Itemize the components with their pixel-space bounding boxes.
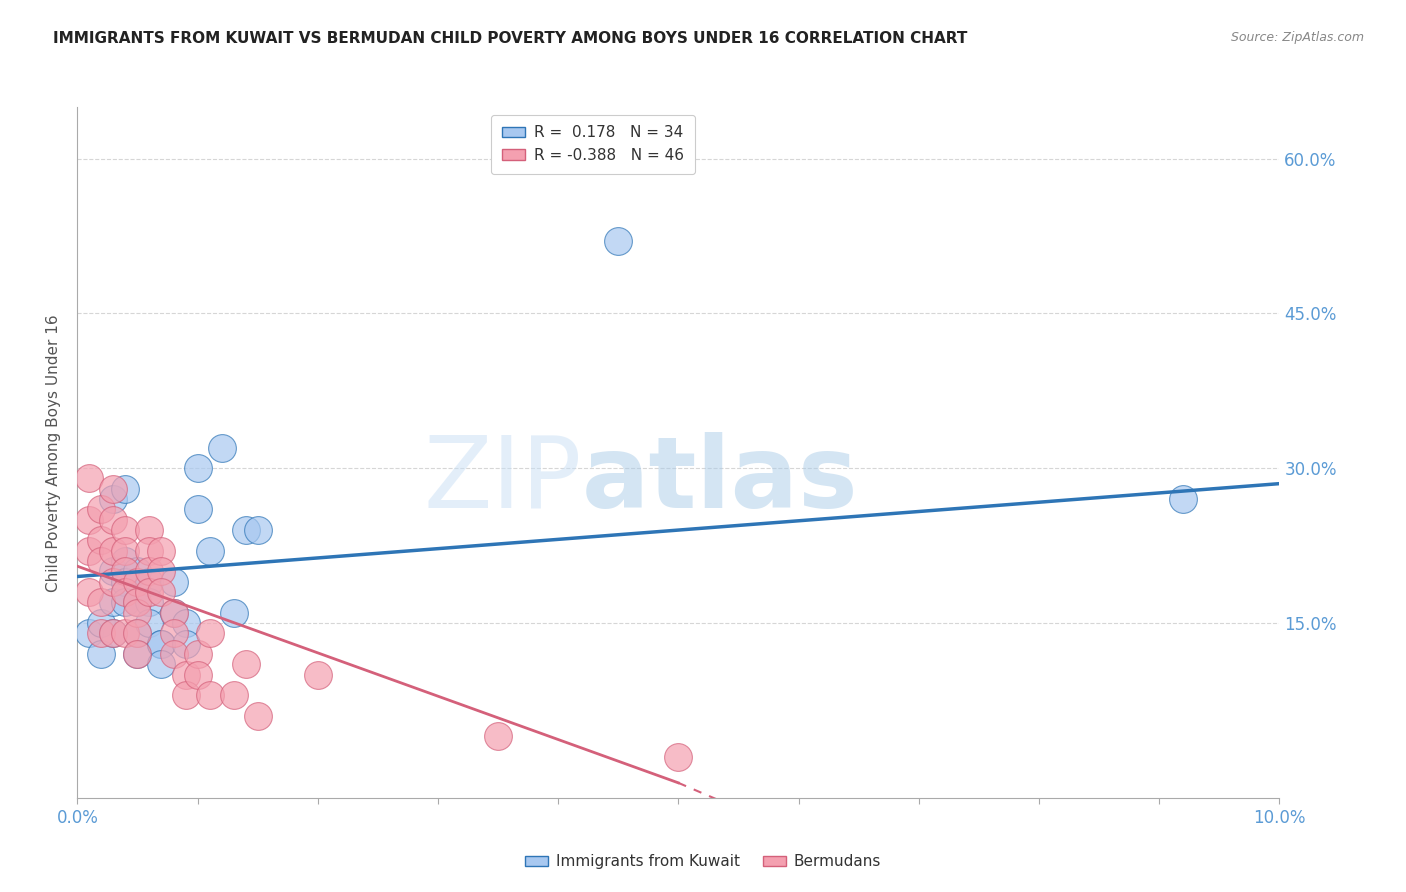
Point (138, 585, 160, 599)
Point (90, 533, 112, 548)
Text: ZIP: ZIP (423, 432, 582, 529)
Point (79, 543, 101, 558)
Point (127, 595, 149, 609)
Point (607, 234, 630, 248)
Point (79, 471, 101, 485)
Point (174, 615, 197, 630)
Y-axis label: Child Poverty Among Boys Under 16: Child Poverty Among Boys Under 16 (46, 314, 62, 591)
Point (307, 667, 329, 681)
Point (114, 482, 136, 496)
Point (127, 626, 149, 640)
Point (222, 606, 245, 620)
Point (127, 647, 149, 661)
Point (103, 574, 125, 589)
Point (187, 667, 209, 681)
Point (187, 461, 209, 475)
Point (90, 595, 112, 609)
Legend: Immigrants from Kuwait, Bermudans: Immigrants from Kuwait, Bermudans (519, 848, 887, 875)
Point (138, 543, 160, 558)
Point (138, 595, 160, 609)
Point (246, 708, 269, 723)
Point (174, 636, 197, 650)
Point (90, 615, 112, 630)
Point (103, 626, 125, 640)
Point (127, 647, 149, 661)
Point (222, 688, 245, 702)
Point (668, 750, 690, 764)
Point (174, 688, 197, 702)
Point (114, 574, 136, 589)
Point (150, 543, 173, 558)
Point (1173, 492, 1195, 507)
Point (90, 626, 112, 640)
Point (127, 565, 149, 579)
Point (150, 657, 173, 672)
Point (138, 615, 160, 630)
Text: IMMIGRANTS FROM KUWAIT VS BERMUDAN CHILD POVERTY AMONG BOYS UNDER 16 CORRELATION: IMMIGRANTS FROM KUWAIT VS BERMUDAN CHILD… (53, 31, 967, 46)
Point (150, 565, 173, 579)
Point (150, 636, 173, 650)
Point (187, 502, 209, 516)
Point (90, 647, 112, 661)
Text: atlas: atlas (582, 432, 859, 529)
Point (246, 523, 269, 537)
Point (198, 543, 221, 558)
Point (162, 626, 184, 640)
Point (162, 647, 184, 661)
Point (103, 482, 125, 496)
Point (114, 523, 136, 537)
Point (79, 513, 101, 527)
Point (162, 574, 184, 589)
Point (79, 585, 101, 599)
Point (198, 688, 221, 702)
Point (211, 441, 233, 455)
Point (486, 730, 509, 744)
Point (103, 595, 125, 609)
Point (114, 543, 136, 558)
Point (103, 513, 125, 527)
Point (103, 565, 125, 579)
Point (174, 667, 197, 681)
Point (114, 554, 136, 568)
Point (79, 626, 101, 640)
Point (127, 574, 149, 589)
Point (103, 543, 125, 558)
Legend: R =  0.178   N = 34, R = -0.388   N = 46: R = 0.178 N = 34, R = -0.388 N = 46 (491, 115, 695, 174)
Text: Source: ZipAtlas.com: Source: ZipAtlas.com (1230, 31, 1364, 45)
Point (150, 585, 173, 599)
Point (103, 492, 125, 507)
Point (150, 636, 173, 650)
Point (90, 554, 112, 568)
Point (198, 626, 221, 640)
Point (138, 523, 160, 537)
Point (127, 595, 149, 609)
Point (187, 647, 209, 661)
Point (235, 523, 257, 537)
Point (114, 565, 136, 579)
Point (114, 585, 136, 599)
Point (138, 565, 160, 579)
Point (127, 626, 149, 640)
Point (162, 606, 184, 620)
Point (90, 502, 112, 516)
Point (127, 606, 149, 620)
Point (138, 574, 160, 589)
Point (114, 595, 136, 609)
Point (103, 626, 125, 640)
Point (162, 606, 184, 620)
Point (114, 626, 136, 640)
Point (235, 657, 257, 672)
